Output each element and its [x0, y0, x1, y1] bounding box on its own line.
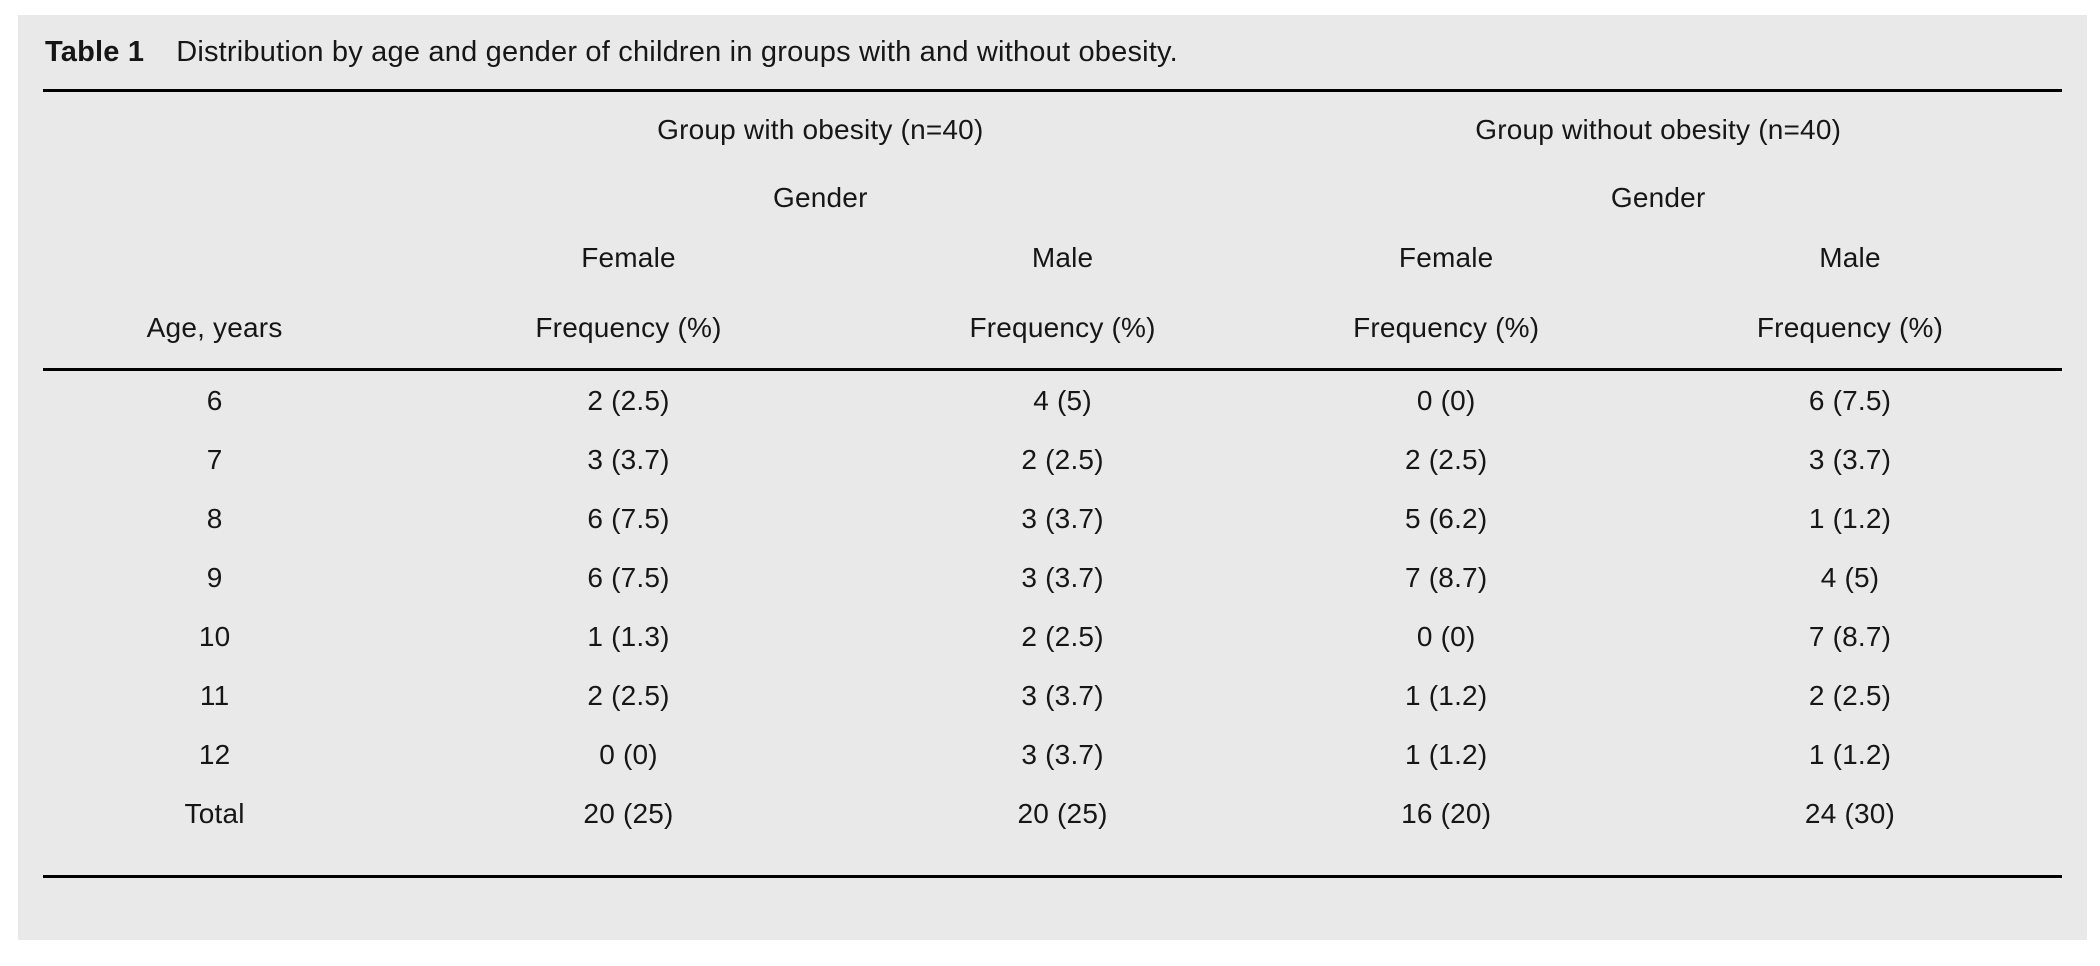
age-column-header: Age, years	[146, 312, 283, 343]
male-header-without-obesity: Male	[1819, 242, 1881, 273]
group-header-row: Group with obesity (n=40) Group without …	[43, 92, 2062, 168]
frequency-cell: 3 (3.7)	[1021, 738, 1104, 770]
group-with-obesity-header: Group with obesity (n=40)	[657, 114, 984, 145]
frequency-column-header: Frequency (%)	[1353, 312, 1540, 343]
frequency-cell: 0 (0)	[1416, 384, 1476, 416]
panel-bottom-padding	[18, 878, 2087, 940]
frequency-cell: 2 (2.5)	[587, 679, 670, 711]
spacer-cell	[43, 168, 386, 228]
frequency-cell: 2 (2.5)	[1021, 620, 1104, 652]
table-row: 11 2 (2.5) 3 (3.7) 1 (1.2) 2 (2.5)	[43, 666, 2062, 725]
frequency-cell: 6 (7.5)	[587, 561, 670, 593]
frequency-cell: 2 (2.5)	[587, 384, 670, 416]
frequency-cell: 6 (7.5)	[587, 502, 670, 534]
age-cell: 12	[198, 738, 231, 770]
frequency-cell: 16 (20)	[1401, 797, 1492, 829]
sex-header-row: Female Male Female Male	[43, 228, 2062, 288]
frequency-cell: 3 (3.7)	[1021, 679, 1104, 711]
frequency-cell: 7 (8.7)	[1405, 561, 1488, 593]
frequency-cell: 5 (6.2)	[1405, 502, 1488, 534]
frequency-cell: 7 (8.7)	[1808, 620, 1892, 652]
frequency-cell: 2 (2.5)	[1808, 679, 1892, 711]
group-without-obesity-header: Group without obesity (n=40)	[1475, 114, 1842, 145]
table-number: Table 1	[45, 35, 145, 68]
frequency-cell: 0 (0)	[599, 738, 658, 770]
spacer-cell	[43, 228, 386, 288]
distribution-table-body: 6 2 (2.5) 4 (5) 0 (0) 6 (7.5) 7 3 (3.7) …	[43, 371, 2062, 843]
rule-bottom	[43, 875, 2062, 878]
table-panel: Table 1 Distribution by age and gender o…	[18, 15, 2087, 940]
frequency-column-header: Frequency (%)	[535, 312, 722, 343]
frequency-column-header: Frequency (%)	[969, 312, 1156, 343]
frequency-cell: 2 (2.5)	[1021, 443, 1104, 475]
gender-header-row: Gender Gender	[43, 168, 2062, 228]
table-row: 8 6 (7.5) 3 (3.7) 5 (6.2) 1 (1.2)	[43, 489, 2062, 548]
spacer-cell	[43, 92, 386, 168]
table-row: 7 3 (3.7) 2 (2.5) 2 (2.5) 3 (3.7)	[43, 430, 2062, 489]
table-title: Distribution by age and gender of childr…	[176, 35, 1178, 68]
male-header-with-obesity: Male	[1031, 242, 1094, 273]
age-cell: 9	[206, 561, 223, 593]
frequency-cell: 3 (3.7)	[1808, 443, 1892, 475]
female-header-without-obesity: Female	[1398, 242, 1494, 273]
frequency-cell: 1 (1.3)	[587, 620, 670, 652]
frequency-cell: 0 (0)	[1416, 620, 1476, 652]
age-cell: 6	[206, 384, 223, 416]
frequency-cell: 1 (1.2)	[1405, 738, 1488, 770]
gender-header-with-obesity: Gender	[773, 182, 868, 213]
age-cell: 11	[199, 679, 230, 711]
frequency-cell: 24 (30)	[1804, 797, 1896, 829]
frequency-cell: 4 (5)	[1033, 384, 1092, 416]
frequency-cell: 4 (5)	[1820, 561, 1880, 593]
table-row: 10 1 (1.3) 2 (2.5) 0 (0) 7 (8.7)	[43, 607, 2062, 666]
spacer	[18, 843, 2087, 875]
age-cell: 8	[206, 502, 223, 534]
frequency-cell: 20 (25)	[1017, 797, 1108, 829]
table-row: 6 2 (2.5) 4 (5) 0 (0) 6 (7.5)	[43, 371, 2062, 430]
table-row: 12 0 (0) 3 (3.7) 1 (1.2) 1 (1.2)	[43, 725, 2062, 784]
table-caption: Table 1 Distribution by age and gender o…	[18, 15, 2087, 89]
frequency-cell: 3 (3.7)	[1021, 502, 1104, 534]
frequency-column-header: Frequency (%)	[1756, 312, 1944, 343]
total-label-cell: Total	[184, 797, 245, 829]
age-cell: 7	[206, 443, 223, 475]
gender-header-without-obesity: Gender	[1610, 182, 1706, 213]
frequency-cell: 3 (3.7)	[587, 443, 670, 475]
table-total-row: Total 20 (25) 20 (25) 16 (20) 24 (30)	[43, 784, 2062, 843]
frequency-cell: 20 (25)	[583, 797, 674, 829]
rule-top	[43, 89, 2062, 92]
frequency-cell: 3 (3.7)	[1021, 561, 1104, 593]
age-cell: 10	[198, 620, 231, 652]
column-header-row: Age, years Frequency (%) Frequency (%) F…	[43, 288, 2062, 368]
frequency-cell: 6 (7.5)	[1808, 384, 1892, 416]
frequency-cell: 1 (1.2)	[1808, 502, 1892, 534]
female-header-with-obesity: Female	[581, 242, 676, 273]
table-row: 9 6 (7.5) 3 (3.7) 7 (8.7) 4 (5)	[43, 548, 2062, 607]
frequency-cell: 1 (1.2)	[1808, 738, 1892, 770]
frequency-cell: 1 (1.2)	[1405, 679, 1488, 711]
rule-middle	[43, 368, 2062, 371]
header-table: Group with obesity (n=40) Group without …	[43, 92, 2062, 368]
frequency-cell: 2 (2.5)	[1405, 443, 1488, 475]
